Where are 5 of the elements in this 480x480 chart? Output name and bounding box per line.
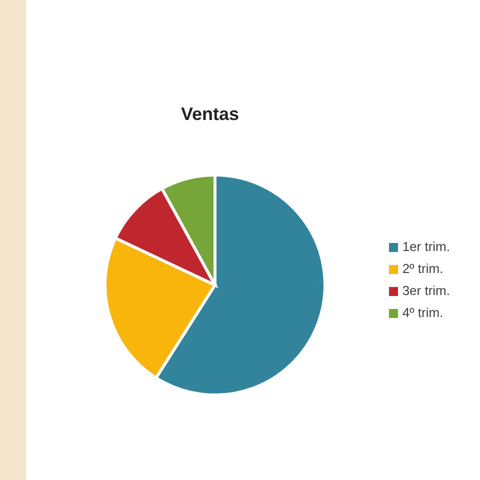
legend-label: 1er trim. bbox=[402, 239, 450, 254]
chart-title: Ventas bbox=[180, 104, 240, 125]
legend-label: 3er trim. bbox=[402, 283, 450, 298]
legend-label: 2º trim. bbox=[402, 261, 444, 276]
legend-label: 4º trim. bbox=[402, 305, 444, 320]
